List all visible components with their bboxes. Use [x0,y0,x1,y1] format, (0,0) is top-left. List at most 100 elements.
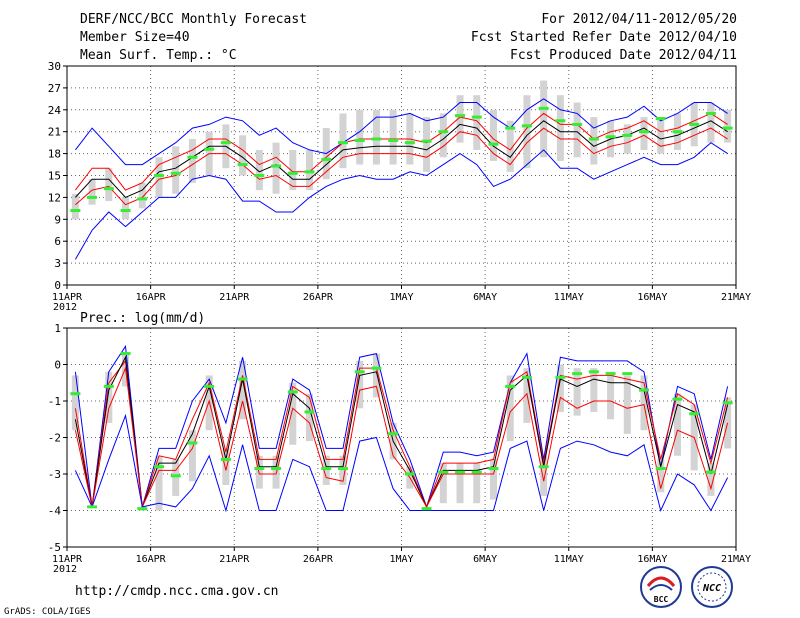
temp-green-marker [471,115,482,119]
prec-spread-box [306,393,314,442]
prec-xtick-label: 11APR [52,554,83,565]
prec-green-marker [521,375,532,379]
prec-green-marker [505,384,516,388]
temp-spread-box [138,182,146,209]
temp-spread-box [356,109,364,165]
prec-green-marker [220,457,231,461]
temp-green-marker [321,157,332,161]
temp-spread-box [456,95,464,143]
temp-green-marker [672,130,683,134]
temp-green-marker [87,195,98,199]
temp-xtick-label: 16APR [136,292,167,303]
prec-green-marker [388,432,399,436]
temp-spread-box [88,179,96,205]
temp-spread-box [172,146,180,194]
prec-green-marker [70,392,81,396]
prec-spread-box [590,368,598,412]
prec-green-marker [421,507,432,511]
temp-xtick-label: 26APR [303,292,334,303]
temp-green-marker [120,209,131,213]
temp-spread-box [289,149,297,191]
temp-green-marker [622,133,633,137]
prec-ytick-label: 1 [54,322,61,335]
temp-green-marker [287,171,298,175]
temperature-panel: 0 3 6 9 12 15 18 21 24 27 30 11APR 16APR 21APR 26APR 1M… [48,60,751,313]
prec-spread-box [473,463,481,504]
temp-line-min [74,142,728,260]
prec-green-marker [655,467,666,471]
temp-green-marker [304,170,315,174]
temp-green-marker [639,130,650,134]
temp-green-marker [588,137,599,141]
prec-spread-box [372,353,380,398]
temp-spread-box [506,120,514,172]
temp-xtick-label: 16MAY [637,292,667,303]
prec-xtick-label: 1MAY [389,554,413,565]
temp-green-marker [254,174,265,177]
temp-ytick-label: 18 [48,148,61,161]
prec-green-marker [354,370,365,374]
temp-green-marker [538,106,549,110]
temp-green-marker [455,114,466,118]
prec-line-mean [74,355,729,509]
prec-ytick-label: -2 [48,432,61,445]
prec-spread-box [657,459,665,493]
prec-line-min [74,413,729,513]
prec-xtick-label: 21MAY [721,554,751,565]
temp-green-marker [404,141,415,145]
prec-spread-box [573,368,581,416]
prec-green-marker [672,397,683,401]
prec-green-marker [271,467,282,471]
prec-spread-box [155,455,163,511]
prec-green-marker [304,410,315,414]
temp-green-marker [722,126,733,130]
prec-spread-box [439,463,447,504]
temp-spread-box [188,139,196,183]
prec-green-marker [153,465,164,469]
prec-green-marker [605,372,616,376]
temp-spread-box [306,149,314,191]
prec-spread-box [239,360,247,420]
prec-spread-box [356,360,364,409]
temp-green-marker [371,137,382,141]
temp-spread-box [389,109,397,165]
temp-xtick-label: 1MAY [389,292,413,303]
prec-spread-box [172,459,180,496]
temp-ytick-label: 12 [48,191,61,204]
prec-ytick-label: -5 [48,541,61,554]
prec-green-marker [538,465,549,469]
temp-ytick-label: 3 [54,257,61,270]
prec-xtick-label: 16MAY [637,554,667,565]
temp-ytick-label: 9 [54,213,61,226]
temp-green-marker [689,122,700,126]
prec-green-marker [488,467,499,471]
prec-spread-box [71,375,79,431]
temp-green-marker [137,197,148,201]
prec-ytick-label: -1 [48,395,61,408]
temp-xtick-label: 21MAY [721,292,751,303]
temp-spread-box [423,117,431,172]
prec-green-marker [471,470,482,474]
prec-spread-box [607,371,615,420]
prec-xtick-label: 16APR [136,554,167,565]
temp-spread-box [724,109,732,143]
temp-ytick-label: 24 [48,104,62,117]
prec-line-upper [74,359,729,509]
temp-line-upper [75,112,728,191]
fcst-produced-date: Fcst Produced Date 2012/04/11 [510,48,737,63]
prec-green-marker [321,467,332,471]
temp-xtick-label: 11MAY [554,292,584,303]
temp-year-label: 2012 [53,302,77,313]
precipitation-panel: -5 -4 -3 -2 -1 0 1 11APR 16APR 21APR 26APR 1MAY 6MAY… [48,322,751,575]
prec-spread-box [623,375,631,434]
temp-xtick-label: 11APR [52,292,83,303]
prec-year-label: 2012 [53,564,77,575]
prec-spread-box [673,393,681,456]
temp-ytick-label: 0 [54,279,61,292]
temp-green-marker [705,111,716,115]
temp-spread-box [590,117,598,165]
prec-green-marker [572,372,583,376]
temp-ytick-label: 6 [54,235,61,248]
temp-spread-box [105,168,113,202]
temp-spread-box [255,149,263,191]
